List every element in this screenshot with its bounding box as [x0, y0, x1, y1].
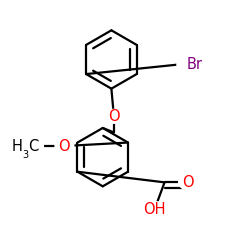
- Ellipse shape: [55, 139, 74, 153]
- Ellipse shape: [104, 110, 123, 123]
- Ellipse shape: [11, 138, 44, 154]
- Text: O: O: [182, 175, 194, 190]
- Text: H: H: [12, 138, 22, 154]
- Text: OH: OH: [144, 202, 166, 216]
- Text: Br: Br: [187, 57, 203, 72]
- Text: O: O: [58, 138, 70, 154]
- Text: 3: 3: [22, 150, 28, 160]
- Text: O: O: [108, 109, 120, 124]
- Ellipse shape: [141, 202, 168, 216]
- Text: C: C: [28, 138, 39, 154]
- Ellipse shape: [179, 175, 198, 190]
- Ellipse shape: [177, 57, 204, 72]
